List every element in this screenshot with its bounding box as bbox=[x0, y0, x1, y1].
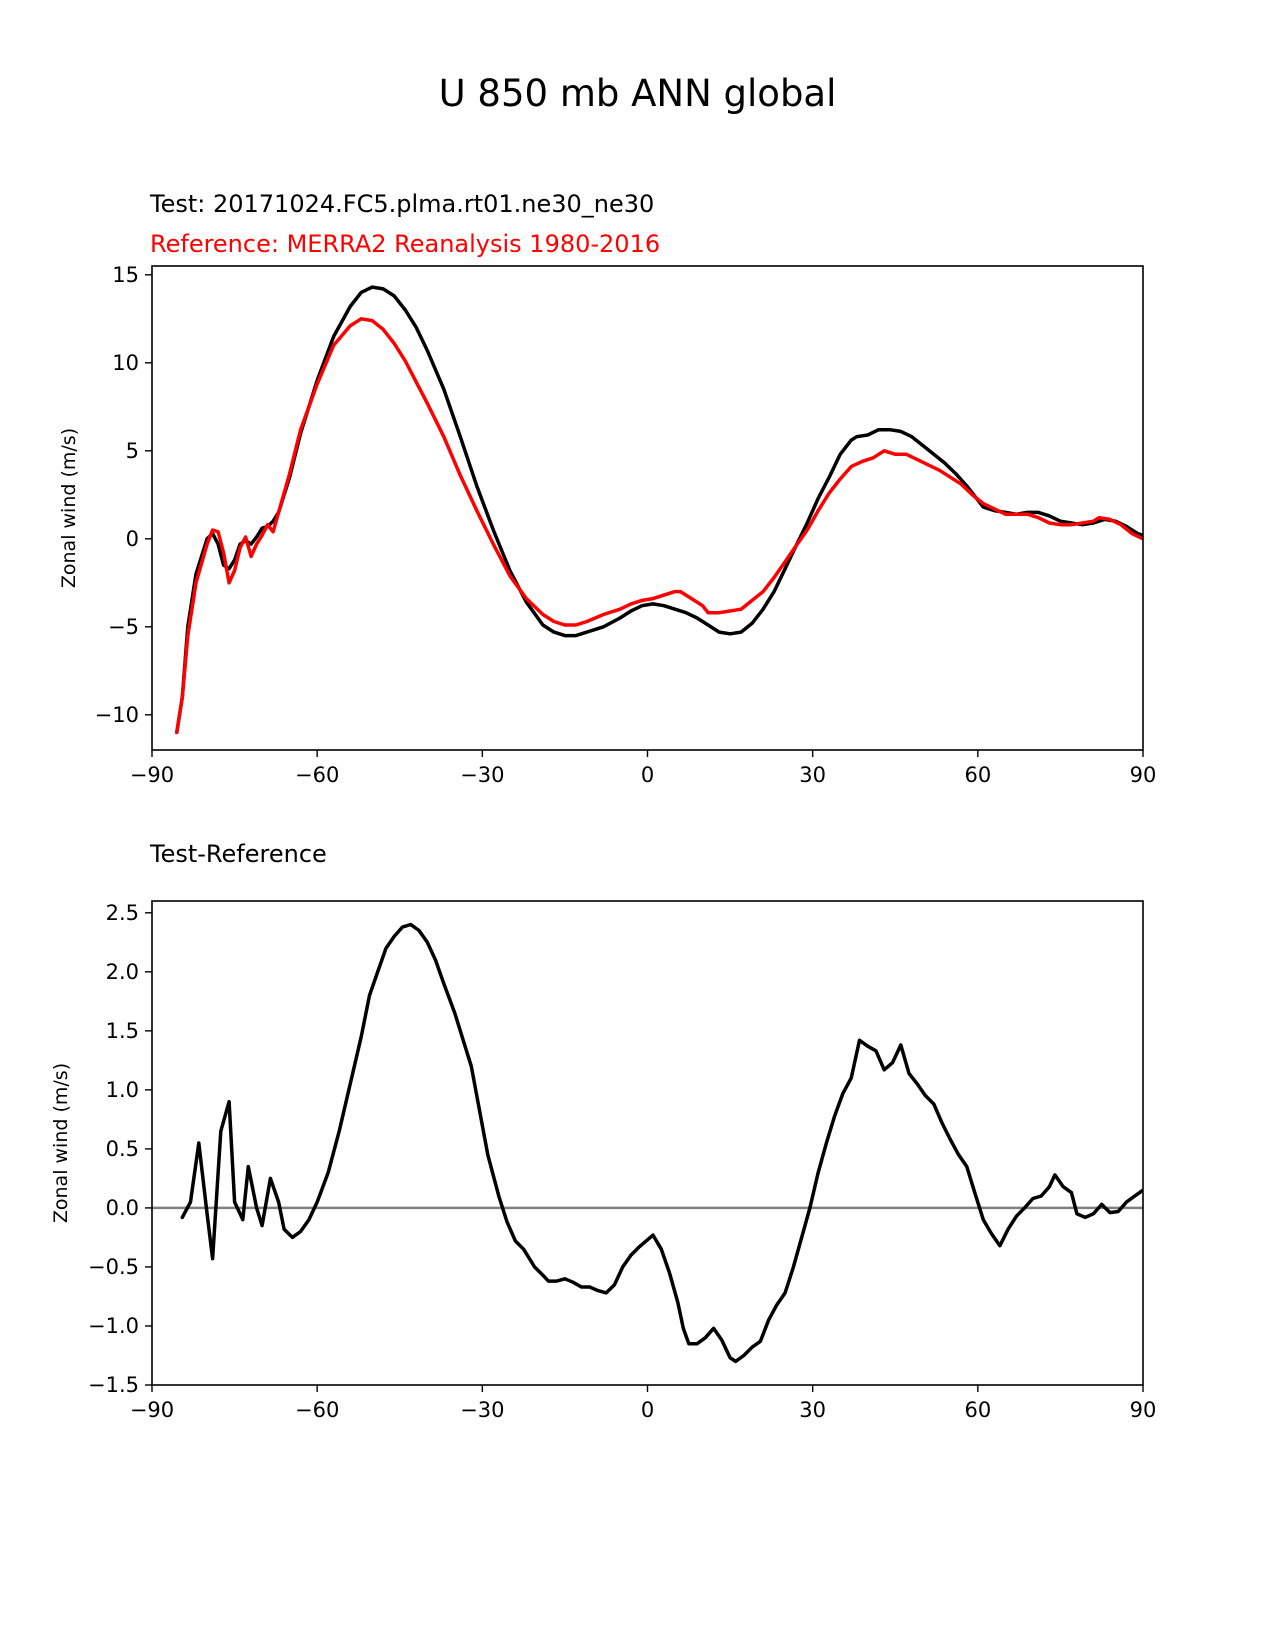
top-chart: −90 −60 −30 0 30 60 90 −10 −5 0 5 10 15 Zonal wind (m… bbox=[58, 263, 1157, 787]
test-label: Test: 20171024.FC5.plma.rt01.ne30_ne30 bbox=[150, 190, 655, 218]
y-tick-label: 2.5 bbox=[106, 901, 139, 925]
x-tick-label: 60 bbox=[964, 763, 991, 787]
y-tick-label: 1.0 bbox=[106, 1078, 139, 1102]
x-tick-label: 30 bbox=[799, 1398, 826, 1422]
y-tick-label: 15 bbox=[112, 263, 139, 287]
x-tick-label: 30 bbox=[799, 763, 826, 787]
x-tick-label: −90 bbox=[130, 1398, 174, 1422]
y-tick-label: 1.5 bbox=[106, 1019, 139, 1043]
axes-frame bbox=[151, 900, 1144, 1386]
y-tick-label: 2.0 bbox=[106, 960, 139, 984]
y-tick-label: 0.0 bbox=[106, 1196, 139, 1220]
y-axis-label: Zonal wind (m/s) bbox=[50, 1063, 72, 1223]
x-tick-label: 0 bbox=[641, 1398, 654, 1422]
y-tick-label: 5 bbox=[126, 439, 139, 463]
y-tick-label: 0.5 bbox=[106, 1137, 139, 1161]
x-tick-label: 90 bbox=[1130, 763, 1157, 787]
y-tick-label: −1.0 bbox=[88, 1314, 139, 1338]
difference-chart: −90 −60 −30 0 30 60 90 −1.5 −1.0 −0.5 0.0 0.5 1.0 1.5… bbox=[50, 900, 1157, 1422]
y-tick-label: −10 bbox=[95, 703, 139, 727]
x-tick-label: 0 bbox=[641, 763, 654, 787]
reference-series-line bbox=[175, 317, 1143, 735]
x-tick-label: −60 bbox=[295, 763, 339, 787]
x-tick-label: −30 bbox=[460, 1398, 504, 1422]
x-tick-label: 60 bbox=[964, 1398, 991, 1422]
y-tick-label: −0.5 bbox=[88, 1255, 139, 1279]
reference-label: Reference: MERRA2 Reanalysis 1980-2016 bbox=[150, 230, 661, 258]
x-tick-label: −90 bbox=[130, 763, 174, 787]
y-tick-label: 10 bbox=[112, 351, 139, 375]
y-axis-label: Zonal wind (m/s) bbox=[58, 428, 80, 588]
y-tick-label: −1.5 bbox=[88, 1373, 139, 1397]
x-tick-label: −60 bbox=[295, 1398, 339, 1422]
difference-title: Test-Reference bbox=[150, 840, 327, 868]
y-tick-label: −5 bbox=[108, 615, 139, 639]
x-tick-label: −30 bbox=[460, 763, 504, 787]
test-reference-series-line bbox=[180, 922, 1143, 1364]
figure-title: U 850 mb ANN global bbox=[438, 72, 837, 115]
x-tick-label: 90 bbox=[1130, 1398, 1157, 1422]
y-tick-label: 0 bbox=[126, 527, 139, 551]
